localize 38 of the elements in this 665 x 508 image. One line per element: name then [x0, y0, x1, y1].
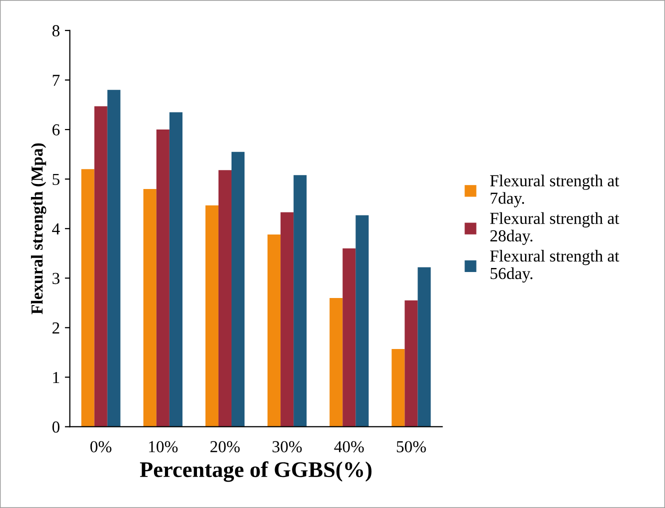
y-tick-label: 2: [52, 322, 60, 334]
y-tick-label: 3: [52, 272, 60, 284]
y-axis-title: Flexural strength (Mpa): [30, 143, 46, 314]
bar: [342, 248, 356, 427]
x-tick-label: 0%: [90, 441, 112, 452]
bar: [94, 106, 108, 427]
x-axis-title: Percentage of GGBS(%): [140, 461, 372, 482]
x-tick-label: 20%: [210, 441, 240, 452]
legend-label: Flexural strength at 56day.: [490, 250, 620, 283]
bar: [107, 90, 120, 427]
y-tick-label: 4: [52, 223, 60, 234]
bar: [205, 205, 218, 427]
bar: [268, 234, 281, 427]
bar: [143, 188, 156, 427]
bar: [280, 212, 294, 427]
x-tick-label: 30%: [272, 441, 302, 452]
y-tick-label: 1: [53, 372, 60, 383]
x-tick-label: 40%: [334, 441, 364, 452]
x-tick-label: 10%: [149, 441, 178, 452]
bar: [330, 298, 343, 427]
bar: [169, 112, 182, 427]
bar: [232, 152, 245, 427]
y-tick-label: 5: [52, 174, 60, 186]
y-tick-label: 7: [52, 74, 60, 86]
bar: [81, 169, 94, 427]
bar: [156, 130, 170, 427]
legend-label: Flexural strength at 28day.: [490, 212, 620, 245]
legend-label: Flexural strength at 7day.: [490, 174, 620, 208]
y-tick-label: 8: [52, 25, 60, 36]
bar: [392, 348, 405, 427]
bar: [218, 170, 232, 427]
bar: [294, 175, 307, 427]
y-tick-label: 6: [52, 124, 60, 136]
bar: [356, 215, 369, 427]
y-tick-label: 0: [52, 421, 60, 433]
bar: [418, 267, 431, 427]
x-tick-label: 50%: [396, 441, 426, 452]
bar: [404, 300, 418, 427]
